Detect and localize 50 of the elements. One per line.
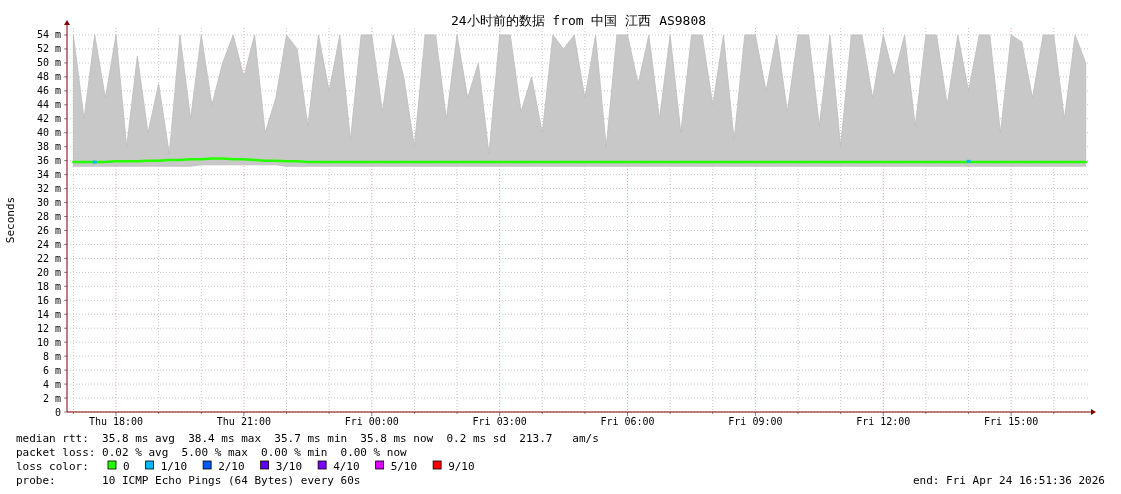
y-tick-label: 10 m [36,336,61,348]
y-tick-label: 4 m [42,378,61,390]
y-tick-label: 18 m [36,280,61,292]
y-tick-label: 2 m [42,392,61,404]
y-tick-label: 44 m [36,99,61,111]
y-tick-label: 52 m [36,43,61,55]
chart-title: 24小时前的数据 from 中国 江西 AS9808 [450,13,707,28]
y-tick-label: 36 m [36,155,61,167]
y-tick-label: 32 m [36,183,61,195]
y-tick-label: 54 m [36,29,61,41]
y-tick-label: 14 m [36,308,61,320]
y-tick-label: 6 m [42,364,61,376]
x-tick-label: Fri 06:00 [600,416,655,427]
legend-label: 0 [123,460,130,473]
legend-label: 1/10 [160,460,188,473]
y-tick-label: 34 m [36,169,61,181]
legend-label: 3/10 [275,460,303,473]
y-tick-label: 20 m [36,266,61,278]
y-tick-label: 48 m [36,71,61,83]
y-tick-label: 8 m [42,350,61,362]
y-tick-label: 16 m [36,294,61,306]
y-axis-title: Seconds [4,196,17,244]
legend-title: loss color: [16,460,89,473]
y-tick-label: 0 [54,406,61,418]
x-tick-label: Thu 18:00 [88,416,144,427]
text: probe: 10 ICMP Echo Pings (64 Bytes) every 60s [16,474,361,487]
y-tick-label: 38 m [36,141,61,153]
legend-label: 2/10 [218,460,245,473]
x-tick-label: Fri 15:00 [984,416,1039,427]
x-tick-label: Fri 03:00 [472,416,527,427]
x-tick-label: Thu 21:00 [216,416,271,427]
x-tick-label: Fri 09:00 [728,416,783,427]
y-tick-label: 22 m [36,252,61,264]
y-tick-label: 12 m [36,322,61,334]
legend-label: 4/10 [333,460,360,473]
y-tick-label: 28 m [36,211,61,223]
x-tick-label: Fri 00:00 [344,416,399,427]
y-tick-label: 26 m [36,224,61,236]
y-tick-label: 30 m [36,197,61,209]
text: end: Fri Apr 24 16:51:36 2026 [912,474,1105,487]
y-tick-label: 42 m [36,113,61,125]
text: packet loss: 0.02 % avg 5.00 % max 0.00 % min 0.00 % now [16,446,408,459]
y-tick-label: 40 m [36,127,61,139]
y-tick-label: 50 m [36,57,61,69]
y-tick-label: 24 m [36,238,61,250]
x-tick-label: Fri 12:00 [856,416,911,427]
y-tick-label: 46 m [36,85,61,97]
legend-label: 9/10 [448,460,475,473]
legend-label: 5/10 [390,460,418,473]
text: median rtt: 35.8 ms avg 38.4 ms max 35.7 ms min 35.8 ms now 0.2 ms sd 213.7 am/s [16,432,599,445]
